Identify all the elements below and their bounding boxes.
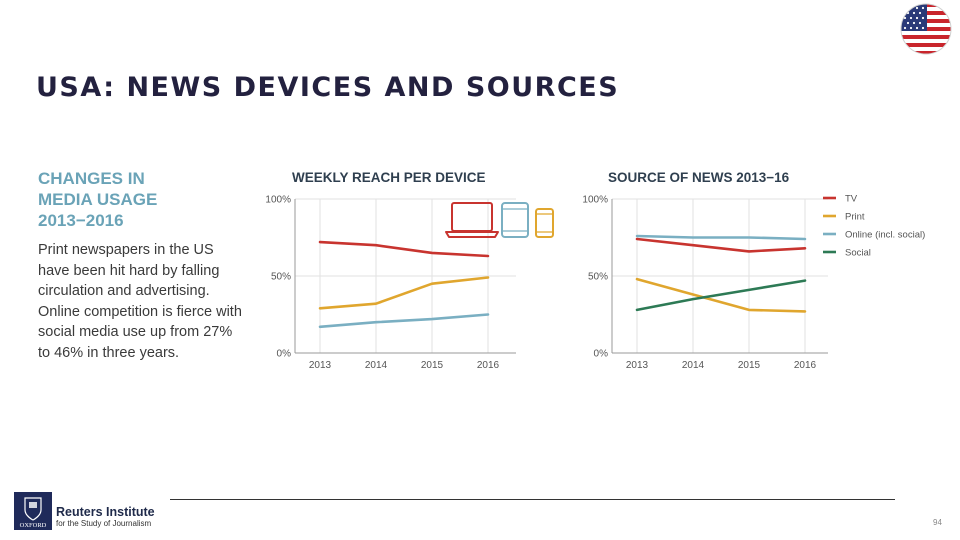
logo-text-main: Reuters Institute [56,505,155,519]
chart-2-legend-label: TV [845,194,858,205]
sidebar-heading: CHANGES IN MEDIA USAGE 2013−2016 [38,168,243,231]
page-title: USA: NEWS DEVICES AND SOURCES [36,72,620,103]
chart-2-x-tick-label: 2013 [626,360,649,371]
chart-2-y-tick-label: 100% [582,195,608,206]
chart-2-x-tick-label: 2014 [682,360,705,371]
chart-1-x-tick-label: 2013 [309,360,332,371]
chart-2-x-tick-label: 2016 [794,360,817,371]
chart-2-y-tick-label: 50% [588,272,608,283]
chart-1-series-line-laptop [318,240,490,258]
sidebar-summary: CHANGES IN MEDIA USAGE 2013−2016 Print n… [38,168,243,363]
sidebar-body: Print newspapers in the US have been hit… [38,242,242,361]
chart-1-x-tick-label: 2015 [421,360,444,371]
page-number: 94 [933,518,942,527]
footer-divider [170,499,895,500]
chart-2-series-line-online-incl-social- [635,234,807,241]
chart-1-title: WEEKLY REACH PER DEVICE [292,170,486,185]
chart-1-y-tick-label: 50% [271,272,291,283]
sidebar-heading-line-1: CHANGES IN [38,169,145,188]
us-flag-icon [900,3,952,55]
oxford-seal-text: OXFORD [20,522,47,529]
chart-2-series-line-tv [635,237,807,253]
chart-1-series-line-tablet [318,313,490,329]
tablet-icon [501,202,529,238]
chart-2-legend-label: Print [845,212,865,223]
chart-2-legend-label: Online (incl. social) [845,230,925,241]
chart-1-series-line-smartphone [318,276,490,310]
chart-2-title: SOURCE OF NEWS 2013−16 [608,170,790,185]
chart-1-y-tick-label: 100% [265,195,291,206]
smartphone-icon [535,208,554,238]
chart-2-series-line-print [635,277,807,313]
chart-2-legend-label: Social [845,248,871,259]
chart-2-series-line-social [635,279,807,312]
laptop-base-icon [445,231,499,238]
sidebar-heading-line-3: 2013−2016 [38,211,124,230]
chart-2-x-tick-label: 2015 [738,360,761,371]
oxford-logo: OXFORD [14,492,52,530]
laptop-icon [451,202,493,232]
chart-2-y-tick-label: 0% [594,349,609,360]
chart-1-x-tick-label: 2016 [477,360,500,371]
logo-text-sub: for the Study of Journalism [56,519,152,528]
sidebar-heading-line-2: MEDIA USAGE [38,190,158,209]
chart-1-y-tick-label: 0% [277,349,292,360]
chart-1-x-tick-label: 2014 [365,360,388,371]
